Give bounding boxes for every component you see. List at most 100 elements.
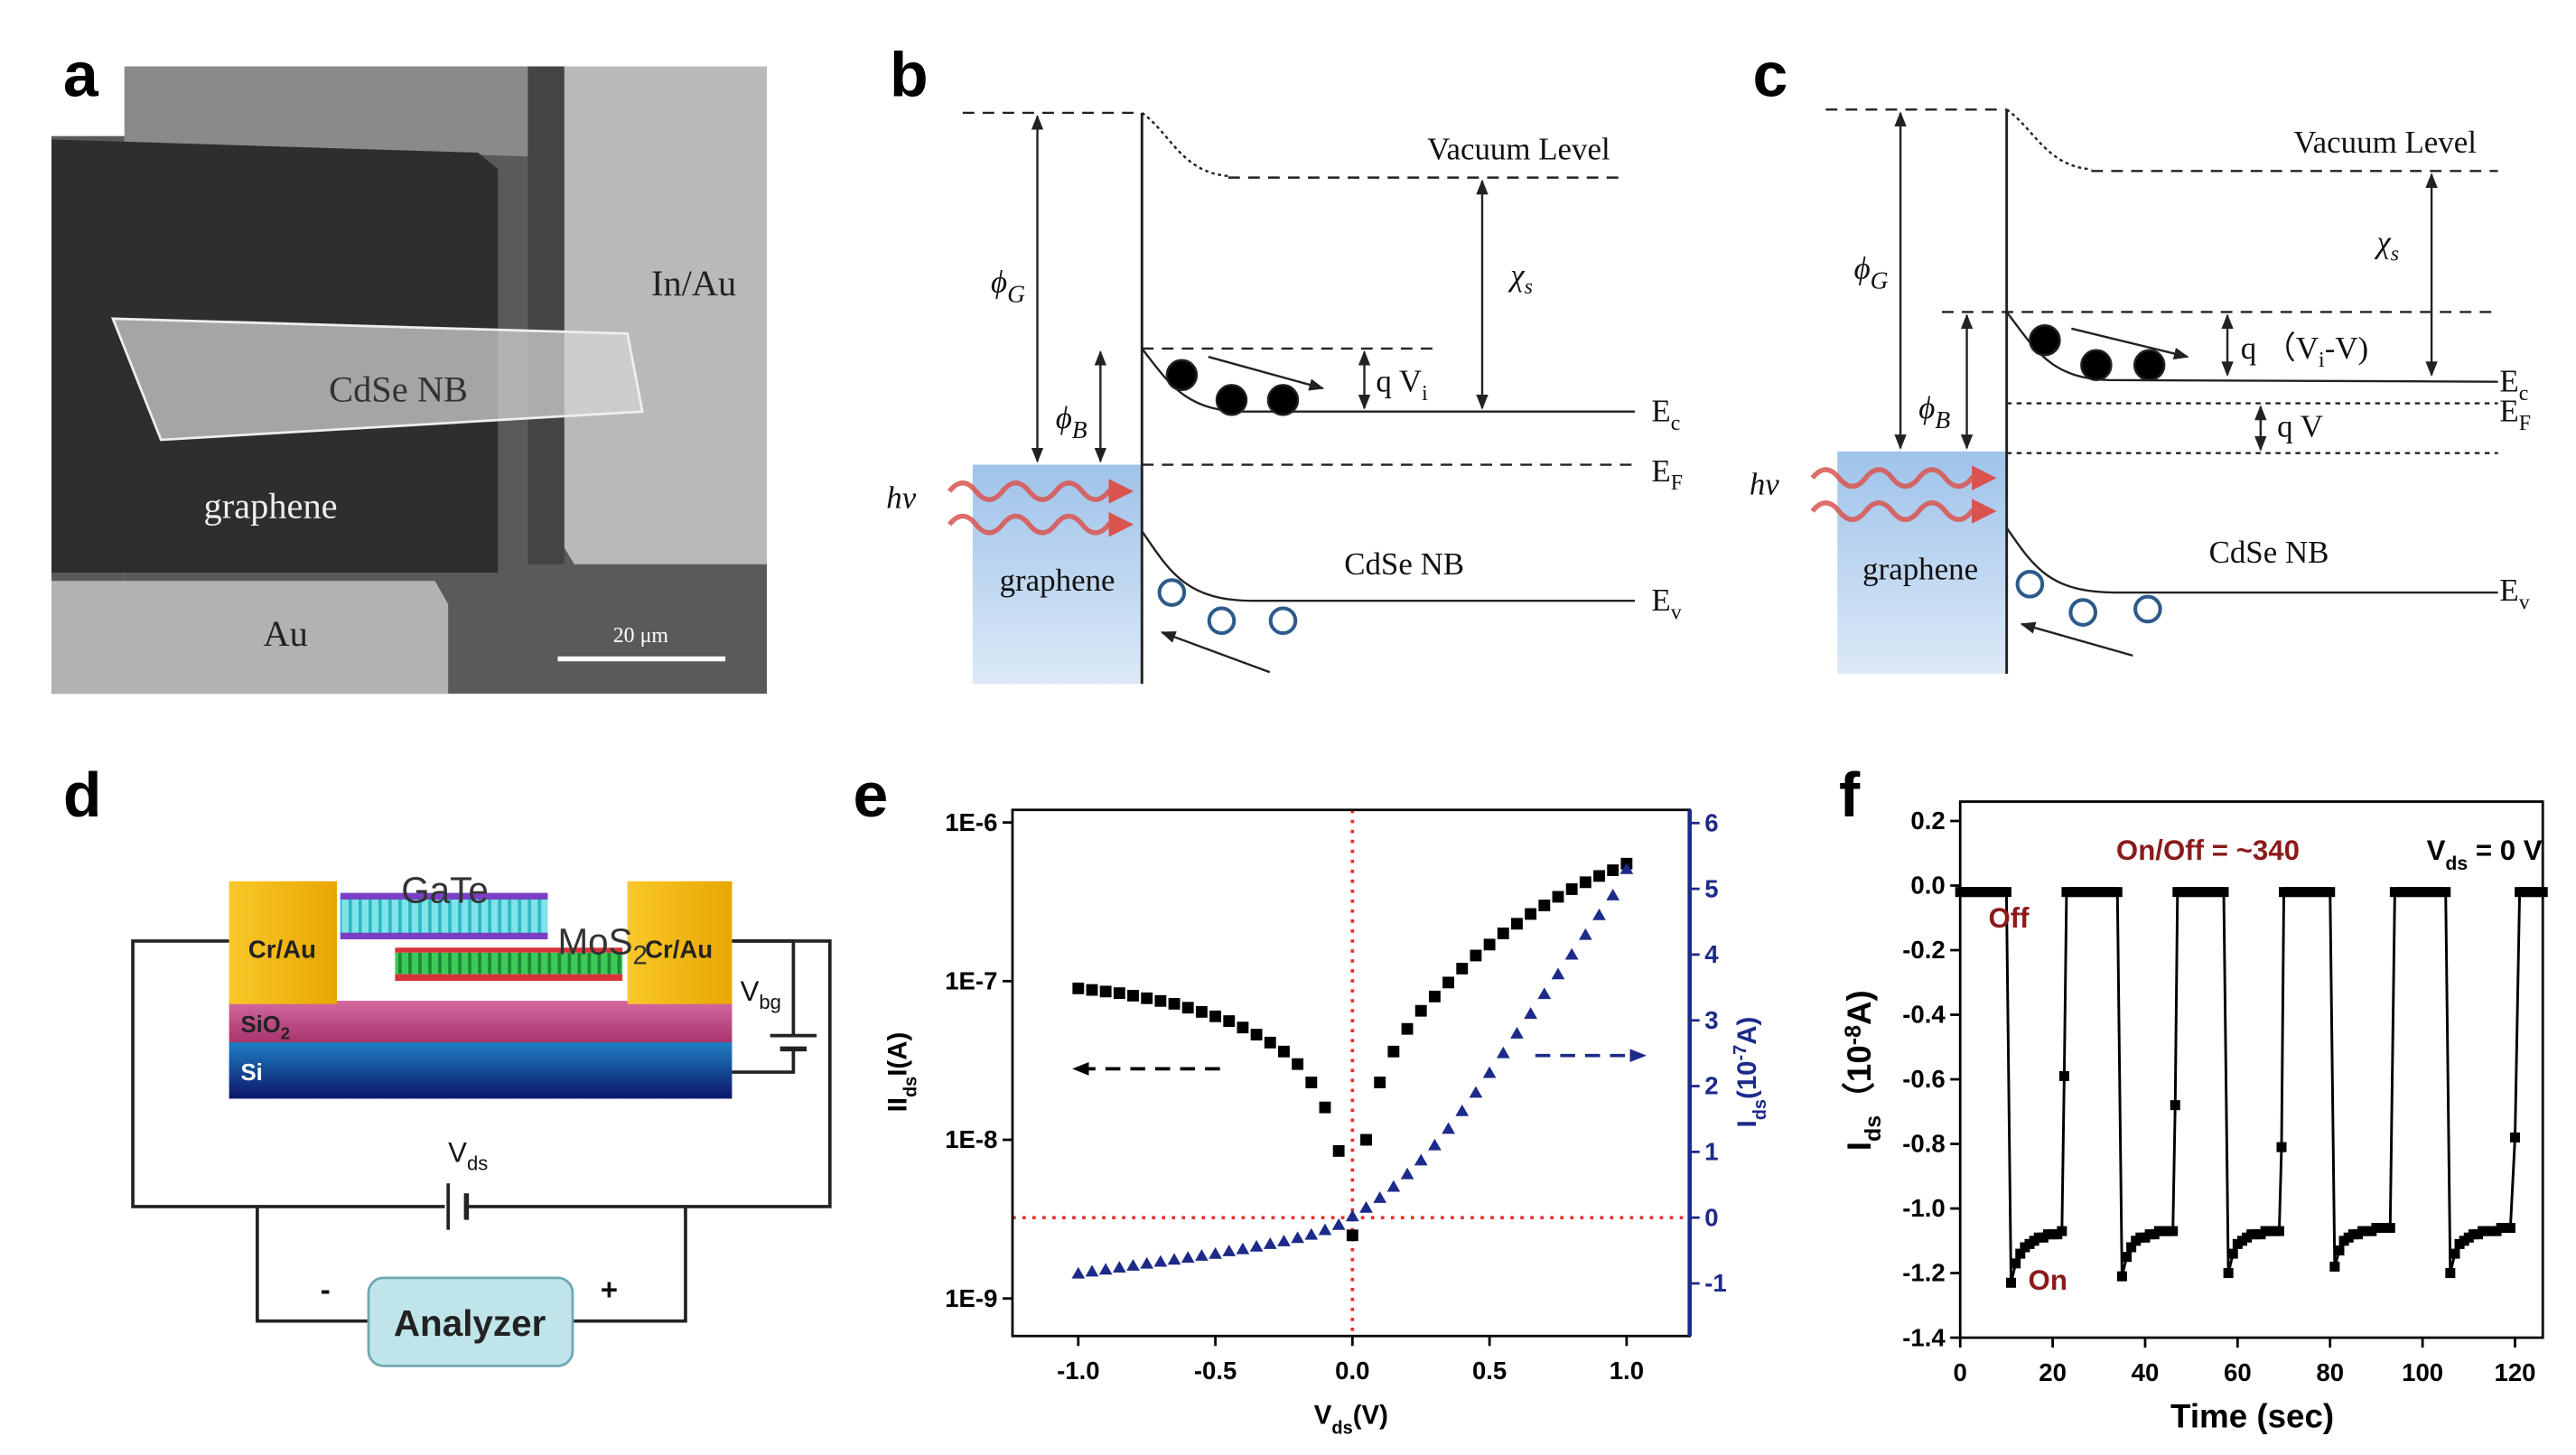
x-tick-label: -0.5	[1194, 1357, 1237, 1385]
phi-g-label: ϕG	[991, 264, 1025, 307]
annotation: Vds = 0 V	[2427, 835, 2543, 874]
data-point	[1496, 1046, 1510, 1059]
data-point	[1098, 1263, 1113, 1275]
y-tick-label: -1.2	[1902, 1259, 1945, 1287]
symbol: ϕ	[1056, 400, 1072, 435]
y-tick-label: 1E-6	[945, 808, 997, 836]
data-point	[1304, 1227, 1319, 1240]
region-label: CdSe NB	[329, 369, 468, 410]
polyline-shape	[573, 1206, 687, 1323]
polyline-shape	[732, 1049, 796, 1074]
symbol: E	[2499, 364, 2518, 399]
line-shape	[2020, 621, 2133, 657]
data-point	[1442, 976, 1455, 989]
rect-shape	[340, 932, 548, 940]
annotation: Off	[1988, 902, 2030, 934]
data-point	[1305, 1077, 1318, 1088]
data-point	[1455, 1104, 1470, 1116]
y2-tick-label: 5	[1704, 874, 1718, 902]
data-point	[1579, 876, 1591, 889]
text: I	[1841, 1142, 1878, 1151]
contact-label: Cr/Au	[248, 935, 316, 963]
y-axis-label: IIdsI(A)	[882, 1032, 920, 1113]
data-point	[2058, 1070, 2069, 1081]
data-point	[2334, 1245, 2345, 1256]
data-point	[1578, 928, 1592, 940]
rect-shape	[229, 1041, 733, 1099]
polygon-shape	[110, 317, 644, 442]
rect-shape	[340, 898, 548, 935]
phi-g-label: ϕG	[1854, 251, 1889, 294]
rect-shape	[627, 881, 733, 1004]
data-point	[2227, 1248, 2238, 1259]
x-tick-label: 20	[2039, 1358, 2067, 1386]
circle-shape	[1207, 606, 1237, 636]
ev-label: Ev	[1651, 583, 1681, 624]
data-point	[1525, 908, 1537, 920]
data-point	[2445, 1268, 2456, 1279]
subscript: s	[2391, 242, 2399, 266]
data-point	[1331, 1217, 1346, 1230]
data-point	[1318, 1223, 1332, 1236]
vacuum-level-label: Vacuum Level	[2293, 125, 2477, 160]
annotation: On/Off = ~340	[2116, 835, 2300, 866]
data-point	[1249, 1239, 1264, 1252]
data-point	[1359, 1200, 1373, 1213]
data-point	[2509, 1132, 2521, 1143]
data-point	[1469, 1086, 1483, 1098]
data-point	[1209, 1010, 1222, 1022]
data-point	[1497, 928, 1509, 939]
data-point	[2116, 1271, 2127, 1282]
oxide-label: SiO2	[240, 1012, 290, 1042]
data-point	[2170, 1100, 2180, 1111]
ev-label: Ev	[2499, 573, 2529, 614]
data-point	[1237, 1021, 1249, 1034]
path-shape	[1810, 499, 1997, 524]
subscript: s	[1525, 275, 1533, 299]
band-diagram-b	[947, 111, 1636, 685]
vds-label: Vds	[448, 1136, 488, 1174]
data-point	[1592, 908, 1606, 920]
x-axis-label: Time (sec)	[2170, 1397, 2334, 1434]
data-point	[1263, 1236, 1277, 1249]
subscript: G	[1007, 279, 1025, 307]
data-point	[2450, 1248, 2460, 1259]
rect-shape	[340, 892, 548, 900]
subscript: B	[1072, 415, 1087, 443]
data-point	[2441, 887, 2451, 898]
data-point	[1619, 862, 1634, 874]
line-shape	[1208, 355, 1325, 391]
symbol: E	[2499, 573, 2518, 608]
analyzer-label: Analyzer	[394, 1302, 546, 1344]
band-diagram-c	[1810, 108, 2498, 675]
polyline-shape	[732, 939, 796, 1036]
data-point	[1292, 1058, 1304, 1070]
x-tick-label: 40	[2132, 1358, 2160, 1386]
data-point	[2329, 1261, 2340, 1272]
plot-frame	[1011, 808, 1692, 1338]
minus-label: -	[321, 1273, 331, 1307]
data-point	[1387, 1045, 1400, 1058]
data-point	[1524, 1007, 1537, 1019]
panel-label: c	[1753, 40, 1788, 110]
x-tick-label: 120	[2495, 1358, 2536, 1386]
symbol: E	[1651, 453, 1670, 489]
x-tick-label: 80	[2316, 1358, 2344, 1386]
subscript: G	[1871, 266, 1889, 294]
data-point	[1538, 900, 1551, 911]
path-shape	[1141, 530, 1636, 602]
circle-shape	[2080, 349, 2113, 381]
path-shape	[1810, 465, 1997, 491]
subscript: i	[2319, 349, 2325, 372]
data-point	[1099, 985, 1112, 998]
data-point	[2015, 1248, 2026, 1259]
circle-shape	[2029, 323, 2061, 357]
data-point	[1181, 1251, 1195, 1264]
band-labels-c: Vacuum Level χs ϕG ϕB q （Vi-V) q V Ec EF…	[1750, 125, 2531, 614]
y-tick-label: -1.0	[1902, 1194, 1945, 1222]
y2-tick-label: 0	[1704, 1203, 1718, 1231]
y2-tick-label: 1	[1704, 1138, 1718, 1166]
region-label: In/Au	[651, 263, 736, 303]
line-shape	[2071, 327, 2189, 360]
